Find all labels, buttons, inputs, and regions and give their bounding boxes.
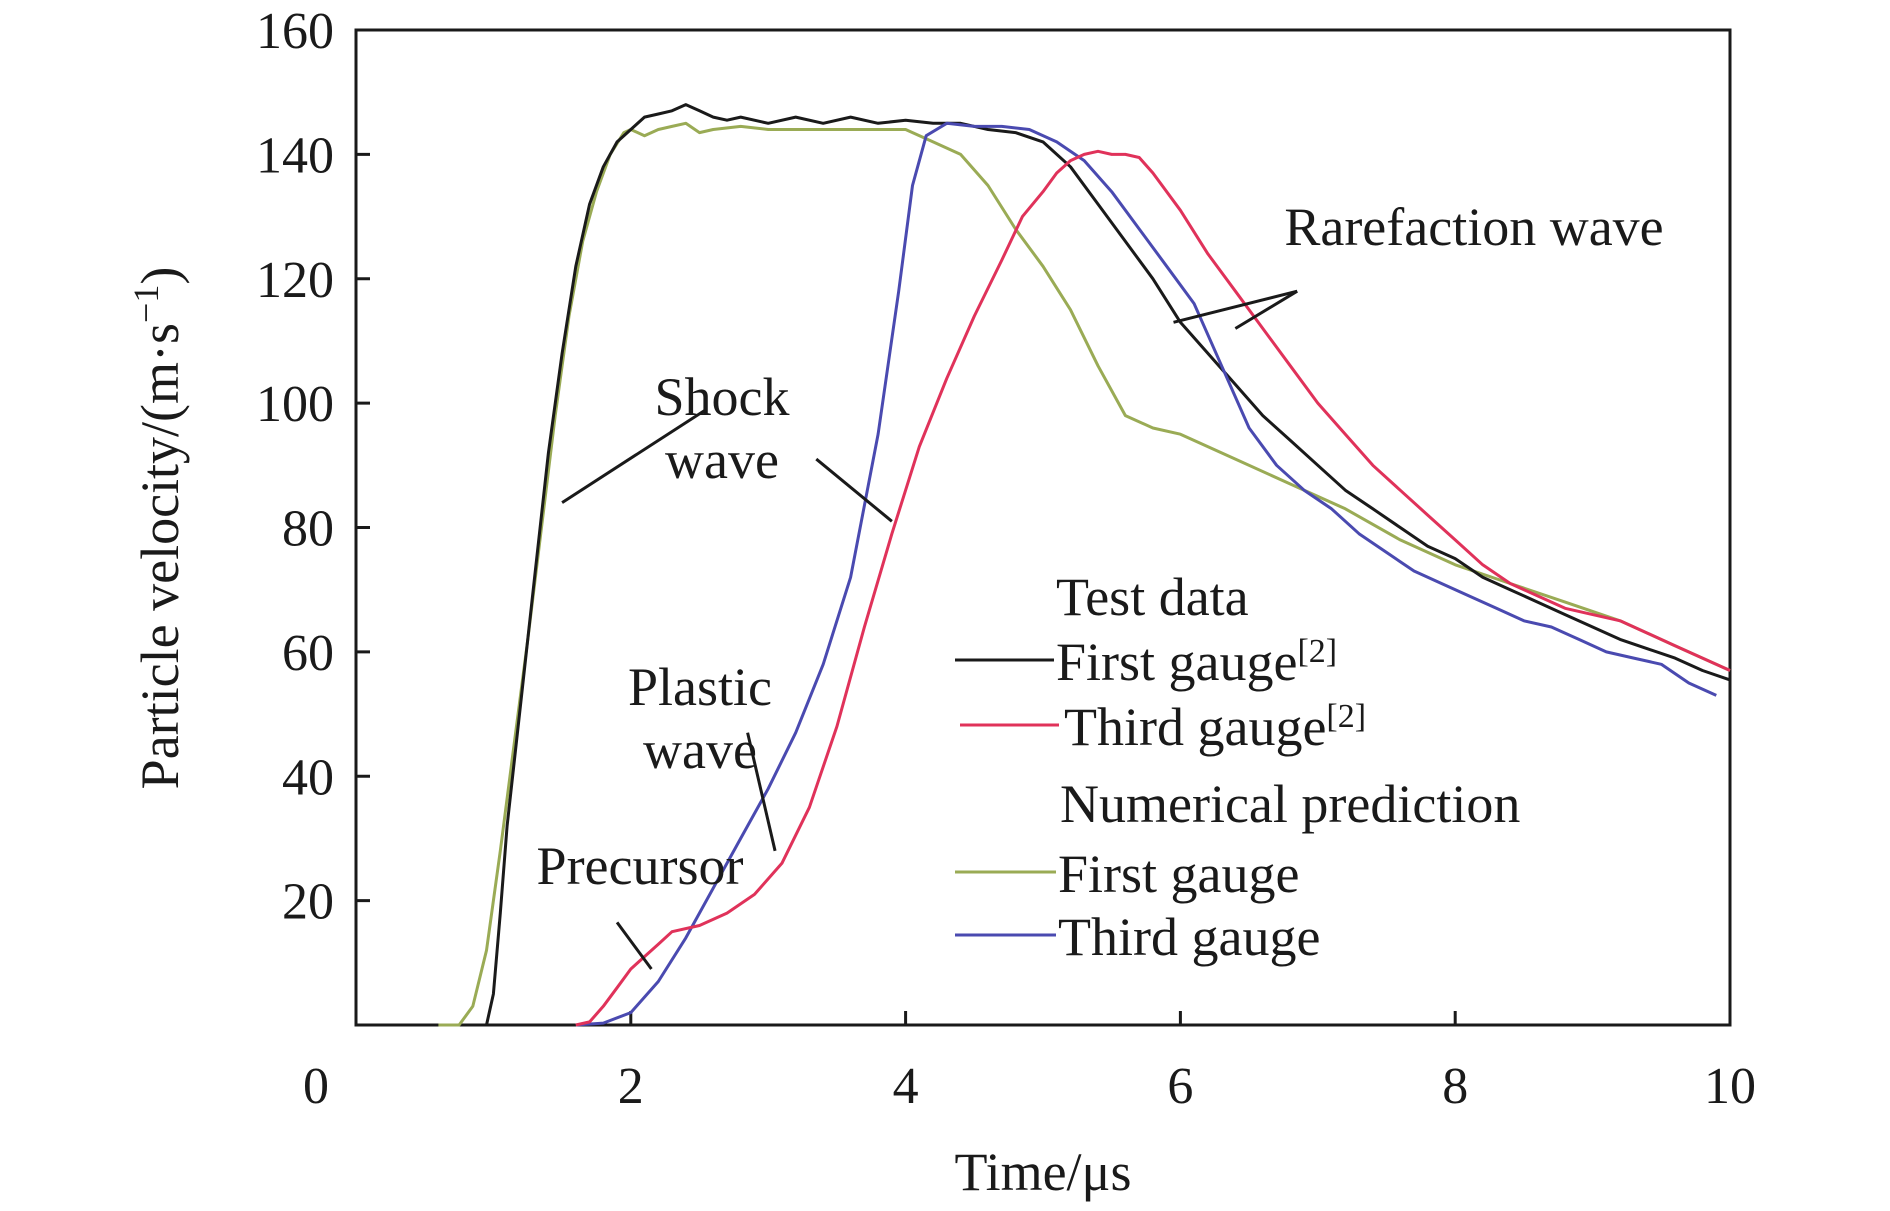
leader-shock-left bbox=[561, 408, 708, 504]
y-tick-label: 80 bbox=[282, 501, 334, 558]
y-axis-title: Particle velocity/(m·s−1) bbox=[126, 267, 190, 790]
x-tick-label: 6 bbox=[1167, 1058, 1193, 1115]
annotation-shock-line2: wave bbox=[665, 430, 779, 490]
x-axis-title: Time/μs bbox=[954, 1142, 1131, 1202]
x-tick-label: 0 bbox=[303, 1058, 329, 1115]
leader-rarefaction-2 bbox=[1234, 289, 1298, 330]
x-tick-label: 4 bbox=[893, 1058, 919, 1115]
y-tick-label: 60 bbox=[282, 625, 334, 682]
leader-precursor bbox=[615, 921, 653, 970]
x-tick-label: 2 bbox=[618, 1058, 644, 1115]
legend-entry-num-third: Third gauge bbox=[1058, 907, 1320, 967]
legend: Test data First gauge[2] Third gauge[2] … bbox=[955, 567, 1520, 967]
annotation-leaders bbox=[561, 289, 1298, 970]
y-axis-title-main: Particle velocity/(m·s bbox=[130, 323, 190, 789]
y-axis-title-close: ) bbox=[130, 267, 190, 285]
y-tick-label: 40 bbox=[282, 749, 334, 806]
legend-entry-test-first-label: First gauge bbox=[1056, 632, 1297, 692]
legend-entry-num-first: First gauge bbox=[1058, 844, 1299, 904]
annotation-plastic-line1: Plastic bbox=[628, 657, 772, 717]
y-tick-label: 100 bbox=[256, 376, 334, 433]
leader-plastic bbox=[746, 732, 777, 852]
legend-group-title-numerical: Numerical prediction bbox=[1060, 774, 1520, 834]
series-line-num-third bbox=[575, 121, 1717, 1027]
annotation-precursor: Precursor bbox=[537, 836, 744, 896]
legend-entry-test-third-sup: [2] bbox=[1326, 698, 1366, 735]
legend-entry-test-first: First gauge[2] bbox=[1056, 632, 1337, 692]
legend-entry-test-third: Third gauge[2] bbox=[1064, 697, 1366, 757]
legend-entry-test-first-sup: [2] bbox=[1297, 633, 1337, 670]
y-tick-label: 120 bbox=[256, 252, 334, 309]
leader-rarefaction-1 bbox=[1173, 289, 1298, 324]
annotation-shock-line1: Shock bbox=[655, 367, 790, 427]
y-tick-label: 140 bbox=[256, 127, 334, 184]
legend-group-title-test: Test data bbox=[1056, 567, 1249, 627]
x-tick-label: 8 bbox=[1442, 1058, 1468, 1115]
legend-entry-test-third-label: Third gauge bbox=[1064, 697, 1326, 757]
series-line-test-third bbox=[575, 149, 1731, 1027]
series-layer bbox=[438, 103, 1731, 1027]
y-tick-label: 160 bbox=[256, 3, 334, 60]
y-tick-label: 20 bbox=[282, 874, 334, 931]
leader-shock-right bbox=[815, 457, 893, 523]
axis-ticks: 0 2 4 6 8 10 20 40 60 80 100 120 140 160 bbox=[256, 3, 1756, 1115]
annotation-plastic-line2: wave bbox=[643, 720, 757, 780]
annotation-rarefaction: Rarefaction wave bbox=[1284, 197, 1663, 257]
y-axis-title-sup: −1 bbox=[126, 285, 166, 323]
x-tick-label: 10 bbox=[1704, 1058, 1756, 1115]
series-line-num-first bbox=[438, 121, 1731, 1027]
